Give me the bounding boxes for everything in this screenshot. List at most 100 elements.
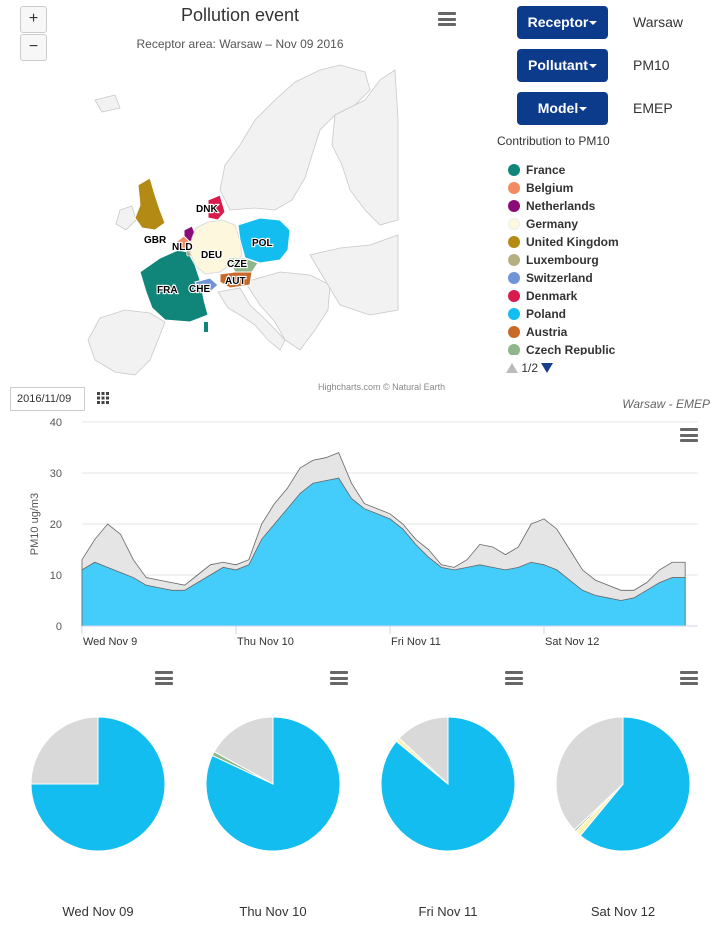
pie-menu-icon-3[interactable] xyxy=(505,671,523,685)
country-aut[interactable] xyxy=(219,271,253,289)
legend-item[interactable]: Poland xyxy=(508,307,566,325)
country-cze[interactable] xyxy=(227,257,259,273)
legend-color-dot xyxy=(508,344,520,355)
x-tick-label: Wed Nov 9 xyxy=(83,636,137,648)
legend-color-dot xyxy=(508,290,520,302)
corsica xyxy=(204,322,208,332)
pie-label-2: Thu Nov 10 xyxy=(239,904,307,919)
legend-list: France Belgium Netherlands Germany United Ki… xyxy=(500,163,710,355)
legend-item-label: Belgium xyxy=(526,181,574,195)
pie-slice xyxy=(579,716,691,852)
legend-item-label: United Kingdom xyxy=(526,235,619,249)
y-tick-label: 40 xyxy=(50,417,62,429)
legend-item[interactable]: Austria xyxy=(508,325,567,343)
legend-color-dot xyxy=(508,326,520,338)
pie-label-1: Wed Nov 09 xyxy=(62,904,134,919)
y-tick-label: 0 xyxy=(56,621,62,633)
map-label-pol: POL xyxy=(252,238,273,249)
chevron-down-icon xyxy=(588,64,597,69)
pie-menu-icon-2[interactable] xyxy=(330,671,348,685)
legend-item-label: Netherlands xyxy=(526,199,596,213)
x-tick-label: Sat Nov 12 xyxy=(545,636,599,648)
x-tick-label: Thu Nov 10 xyxy=(237,636,294,648)
legend-page-indicator: 1/2 xyxy=(521,361,539,375)
legend-color-dot xyxy=(508,182,520,194)
y-tick-label: 30 xyxy=(50,468,62,480)
legend-title: Contribution to PM10 xyxy=(497,134,610,148)
receptor-dropdown-button[interactable]: Receptor xyxy=(517,6,608,39)
map-subtitle: Receptor area: Warsaw – Nov 09 2016 xyxy=(136,37,344,51)
legend-item[interactable]: Netherlands xyxy=(508,199,595,217)
legend-item[interactable]: Switzerland xyxy=(508,271,593,289)
receptor-value: Warsaw xyxy=(633,14,684,30)
map-label-nld: NLD xyxy=(172,242,193,253)
pollutant-value: PM10 xyxy=(633,57,670,73)
country-pol[interactable] xyxy=(237,217,291,264)
legend-item[interactable]: France xyxy=(508,163,565,181)
country-gbr[interactable] xyxy=(134,177,166,231)
zoom-in-button[interactable]: + xyxy=(20,6,47,33)
map-label-cze: CZE xyxy=(227,259,247,270)
pie-slice xyxy=(555,716,624,831)
pie-menu-icon-4[interactable] xyxy=(680,671,698,685)
model-dropdown-button[interactable]: Model xyxy=(517,92,608,125)
calendar-grid-icon[interactable] xyxy=(97,392,109,404)
pie-slice xyxy=(30,716,166,852)
pie-slice xyxy=(30,716,99,785)
legend-item-label: Germany xyxy=(526,217,579,231)
pie-menu-icon-1[interactable] xyxy=(155,671,173,685)
area-series-1 xyxy=(81,477,686,627)
map-title: Pollution event xyxy=(180,5,300,25)
map-label-che: CHE xyxy=(189,284,210,295)
area-chart: 0 10 20 30 40 PM10 ug/m3 Wed Nov 9 Thu Nov 10 Fr… xyxy=(29,417,698,648)
x-tick-label: Fri Nov 11 xyxy=(391,636,441,648)
y-axis-title: PM10 ug/m3 xyxy=(29,493,41,555)
country-che[interactable] xyxy=(194,277,219,293)
legend-item-label: Denmark xyxy=(526,289,578,303)
legend-item-label: Luxembourg xyxy=(526,253,599,267)
europe-map: DNK GBR NLD DEU POL CZE FRA CHE AUT xyxy=(87,64,399,376)
map-label-deu: DEU xyxy=(201,250,222,261)
chevron-down-icon xyxy=(589,21,598,26)
legend-item[interactable]: Denmark xyxy=(508,289,577,307)
map-credits[interactable]: Highcharts.com © Natural Earth xyxy=(318,382,446,392)
legend-item-label: Austria xyxy=(526,325,568,339)
legend-item-label: Poland xyxy=(526,307,567,321)
pie-slice xyxy=(398,716,449,786)
legend-color-dot xyxy=(508,218,520,230)
legend-color-dot xyxy=(508,164,520,176)
country-dnk[interactable] xyxy=(207,194,226,221)
legend-item-label: France xyxy=(526,163,566,177)
area-chart-caption: Warsaw - EMEP xyxy=(622,397,710,411)
country-lux[interactable] xyxy=(185,247,192,257)
legend-item[interactable]: Germany xyxy=(508,217,578,235)
map-label-gbr: GBR xyxy=(144,235,167,246)
legend-item[interactable]: Czech Republic xyxy=(508,343,615,355)
legend-item[interactable]: United Kingdom xyxy=(508,235,619,253)
map-label-aut: AUT xyxy=(225,276,246,287)
map-label-dnk: DNK xyxy=(196,204,218,215)
legend-page-down-icon[interactable] xyxy=(541,363,554,373)
pie-slice xyxy=(380,716,516,852)
pie-label-4: Sat Nov 12 xyxy=(590,904,656,919)
pollutant-dropdown-button[interactable]: Pollutant xyxy=(517,49,608,82)
model-value: EMEP xyxy=(633,100,673,116)
legend-item-label: Czech Republic xyxy=(526,343,616,355)
area-chart-menu-icon[interactable] xyxy=(680,428,698,442)
pie-charts xyxy=(30,716,691,852)
legend-item[interactable]: Luxembourg xyxy=(508,253,599,271)
date-input[interactable] xyxy=(10,387,85,411)
legend-item-label: Switzerland xyxy=(526,271,593,285)
legend-color-dot xyxy=(508,200,520,212)
map-menu-icon[interactable] xyxy=(438,12,456,26)
legend-page-up-icon[interactable] xyxy=(506,363,518,373)
legend-color-dot xyxy=(508,236,520,248)
y-tick-label: 10 xyxy=(50,570,62,582)
y-tick-label: 20 xyxy=(50,519,62,531)
zoom-out-button[interactable]: − xyxy=(20,34,47,61)
legend-color-dot xyxy=(508,254,520,266)
legend-item[interactable]: Belgium xyxy=(508,181,573,199)
chevron-down-icon xyxy=(579,107,588,112)
pie-label-3: Fri Nov 11 xyxy=(418,904,478,919)
legend-pager: 1/2 xyxy=(506,361,554,375)
